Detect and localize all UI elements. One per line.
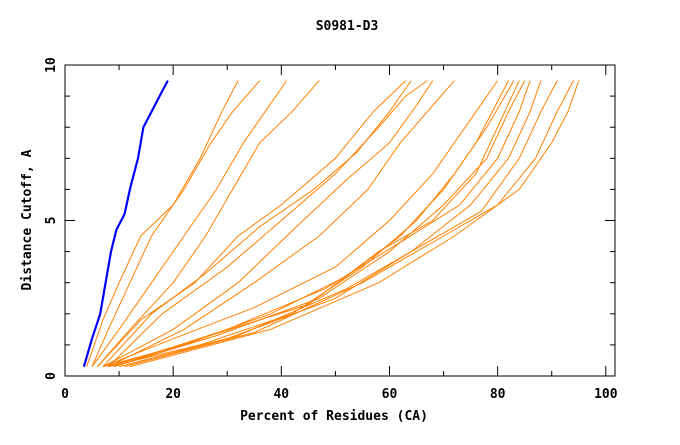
- x-tick-label: 0: [61, 387, 69, 402]
- x-tick-label: 60: [382, 387, 398, 402]
- y-tick-label: 10: [44, 57, 59, 73]
- series-line: [118, 80, 542, 368]
- plot-frame: [64, 64, 616, 377]
- series-line: [108, 80, 455, 368]
- series-line: [102, 80, 499, 368]
- y-axis-label: Distance Cutoff, A: [20, 149, 35, 290]
- series-line: [113, 80, 526, 368]
- series-line: [124, 80, 574, 368]
- series-line: [102, 80, 434, 368]
- x-axis-label: Percent of Residues (CA): [240, 409, 428, 424]
- y-tick-label: 0: [44, 372, 59, 380]
- x-tick-label: 20: [165, 387, 181, 402]
- series-line: [97, 80, 407, 368]
- series-line: [107, 80, 428, 368]
- x-tick-label: 40: [273, 387, 289, 402]
- x-tick-label: 100: [594, 387, 618, 402]
- series-line: [129, 80, 580, 368]
- x-tick-label: 80: [490, 387, 506, 402]
- series-line: [113, 80, 531, 368]
- highlight-series-line: [82, 80, 169, 368]
- series-line: [102, 80, 412, 368]
- series-line: [86, 80, 239, 367]
- series-line: [97, 80, 320, 368]
- chart-title: S0981-D3: [316, 19, 379, 34]
- series-line: [91, 80, 288, 367]
- series-line: [91, 80, 261, 367]
- series-line: [102, 80, 509, 368]
- y-tick-label: 5: [44, 217, 59, 225]
- series-line: [108, 80, 515, 368]
- series-line: [108, 80, 520, 368]
- series-line: [118, 80, 558, 368]
